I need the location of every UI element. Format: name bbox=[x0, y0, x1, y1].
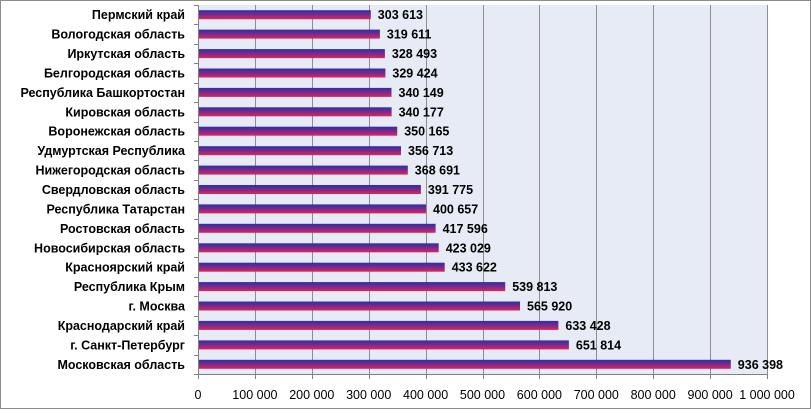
bar bbox=[198, 68, 386, 78]
data-label: 423 029 bbox=[446, 241, 491, 255]
x-tick-label: 600 000 bbox=[517, 388, 562, 402]
bar bbox=[198, 204, 426, 214]
bar bbox=[198, 49, 385, 59]
data-label: 340 149 bbox=[399, 86, 444, 100]
data-label: 329 424 bbox=[392, 67, 437, 81]
bar bbox=[198, 185, 421, 194]
axes bbox=[194, 5, 768, 379]
bar bbox=[198, 223, 436, 233]
bar bbox=[198, 87, 392, 97]
bar bbox=[198, 10, 371, 20]
bar bbox=[198, 126, 398, 136]
bar bbox=[198, 340, 569, 350]
data-label: 319 611 bbox=[387, 28, 432, 42]
bar bbox=[198, 107, 392, 117]
x-tick-label: 0 bbox=[195, 388, 202, 402]
x-tick-label: 700 000 bbox=[574, 388, 619, 402]
bar bbox=[198, 146, 401, 156]
x-tick-label: 900 000 bbox=[688, 388, 733, 402]
data-label: 391 775 bbox=[428, 183, 473, 197]
x-tick-label: 800 000 bbox=[631, 388, 676, 402]
data-label: 340 177 bbox=[399, 105, 444, 119]
category-label: Кировская область bbox=[65, 105, 185, 119]
x-tick-label: 300 000 bbox=[346, 388, 391, 402]
category-label: Ростовская область bbox=[60, 222, 185, 236]
labels: Пермский край 303 613 Вологодская область 3… bbox=[20, 8, 794, 402]
data-label: 651 814 bbox=[576, 338, 621, 352]
data-label: 400 657 bbox=[433, 202, 478, 216]
bar bbox=[198, 320, 559, 330]
bar bbox=[198, 282, 506, 292]
x-tick-label: 100 000 bbox=[232, 388, 277, 402]
data-label: 565 920 bbox=[527, 300, 572, 314]
category-label: Красноярский край bbox=[65, 261, 185, 275]
category-label: Новосибирская область bbox=[34, 241, 185, 255]
bar bbox=[198, 243, 439, 253]
x-tick-label: 400 000 bbox=[403, 388, 448, 402]
category-label: Нижегородская область bbox=[35, 164, 185, 178]
x-tick-label: 200 000 bbox=[289, 388, 334, 402]
category-label: Республика Крым bbox=[74, 280, 185, 294]
category-label: Белгородская область bbox=[44, 67, 185, 81]
category-label: Воронежская область bbox=[48, 125, 185, 139]
category-label: Вологодская область bbox=[51, 28, 185, 42]
bar bbox=[198, 29, 380, 39]
category-label: г. Москва bbox=[129, 300, 187, 314]
data-label: 633 428 bbox=[565, 319, 610, 333]
data-label: 539 813 bbox=[512, 280, 557, 294]
data-label: 303 613 bbox=[378, 8, 423, 22]
bar bbox=[198, 165, 408, 175]
bar bbox=[198, 262, 445, 272]
category-label: Краснодарский край bbox=[58, 319, 185, 333]
x-tick-label: 1 000 000 bbox=[739, 388, 795, 402]
data-label: 328 493 bbox=[392, 47, 437, 61]
category-label: Пермский край bbox=[92, 8, 185, 22]
data-label: 433 622 bbox=[452, 261, 497, 275]
category-label: Свердловская область bbox=[42, 183, 185, 197]
category-label: Республика Татарстан bbox=[46, 202, 185, 216]
data-label: 350 165 bbox=[404, 125, 449, 139]
data-label: 936 398 bbox=[738, 358, 783, 372]
data-label: 368 691 bbox=[415, 164, 460, 178]
category-label: Иркутская область bbox=[67, 47, 185, 61]
category-label: Республика Башкортостан bbox=[20, 86, 185, 100]
bars bbox=[198, 10, 731, 369]
category-label: Московская область bbox=[57, 358, 185, 372]
category-label: г. Санкт-Петербург bbox=[70, 338, 185, 352]
bar bbox=[198, 359, 731, 369]
category-label: Удмуртская Республика bbox=[37, 144, 186, 158]
data-label: 417 596 bbox=[443, 222, 488, 236]
x-tick-label: 500 000 bbox=[460, 388, 505, 402]
data-label: 356 713 bbox=[408, 144, 453, 158]
bar bbox=[198, 301, 520, 311]
